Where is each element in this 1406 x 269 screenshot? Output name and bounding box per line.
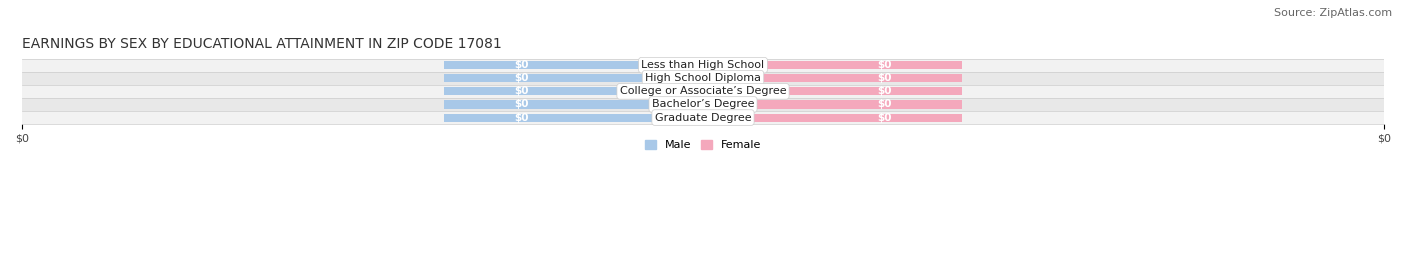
Bar (703, 100, 962, 108)
Text: Graduate Degree: Graduate Degree (655, 112, 751, 123)
Text: Less than High School: Less than High School (641, 60, 765, 70)
Text: $0: $0 (877, 112, 891, 123)
Text: $0: $0 (877, 60, 891, 70)
Text: Bachelor’s Degree: Bachelor’s Degree (652, 100, 754, 109)
Bar (22, 85, 1384, 98)
Legend: Male, Female: Male, Female (641, 135, 765, 155)
Bar (703, 74, 962, 82)
Bar (444, 87, 703, 95)
Bar (444, 61, 703, 69)
Text: $0: $0 (877, 86, 891, 96)
Text: High School Diploma: High School Diploma (645, 73, 761, 83)
Bar (703, 61, 962, 69)
Text: $0: $0 (877, 73, 891, 83)
Text: $0: $0 (515, 86, 529, 96)
Text: Source: ZipAtlas.com: Source: ZipAtlas.com (1274, 8, 1392, 18)
Bar (703, 114, 962, 122)
Text: $0: $0 (515, 60, 529, 70)
Text: $0: $0 (515, 112, 529, 123)
Bar (444, 114, 703, 122)
Bar (22, 72, 1384, 85)
Bar (444, 74, 703, 82)
Bar (444, 100, 703, 108)
Text: College or Associate’s Degree: College or Associate’s Degree (620, 86, 786, 96)
Text: $0: $0 (877, 100, 891, 109)
Bar (22, 59, 1384, 72)
Text: $0: $0 (515, 73, 529, 83)
Bar (22, 111, 1384, 124)
Text: EARNINGS BY SEX BY EDUCATIONAL ATTAINMENT IN ZIP CODE 17081: EARNINGS BY SEX BY EDUCATIONAL ATTAINMEN… (22, 37, 502, 51)
Text: $0: $0 (515, 100, 529, 109)
Bar (703, 87, 962, 95)
Bar (22, 98, 1384, 111)
